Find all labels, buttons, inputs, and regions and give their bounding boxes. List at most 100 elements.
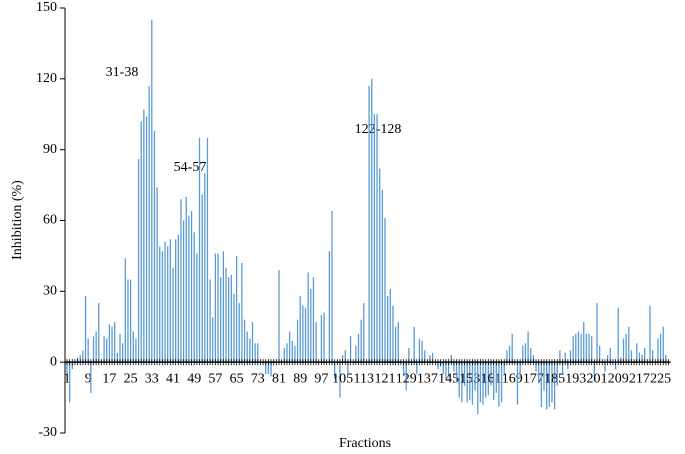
bar: [320, 314, 323, 363]
bar: [371, 78, 373, 363]
bar: [450, 355, 452, 363]
x-tick-label: 121: [375, 371, 396, 386]
y-tick-label: 150: [36, 0, 57, 15]
x-tick-label: 89: [293, 371, 307, 386]
bar: [106, 338, 108, 363]
bar: [193, 232, 195, 363]
x-tick-label: 185: [544, 371, 565, 386]
bar: [151, 19, 153, 363]
bar: [577, 331, 580, 363]
annotation: 122-128: [355, 122, 402, 137]
bar: [302, 305, 304, 363]
bar: [243, 319, 246, 363]
bar: [532, 355, 535, 363]
bar: [628, 326, 630, 363]
bar: [596, 303, 598, 363]
bar: [357, 333, 360, 363]
bar: [389, 288, 391, 363]
bar: [490, 362, 492, 386]
bar: [384, 218, 386, 363]
bar: [283, 348, 285, 363]
bar: [143, 109, 145, 363]
bar: [511, 333, 513, 363]
x-tick-label: 9: [85, 371, 92, 386]
bar: [503, 362, 505, 374]
bar: [90, 362, 92, 393]
x-tick-label: 209: [608, 371, 629, 386]
bar: [190, 211, 193, 363]
bar: [662, 326, 664, 363]
annotation: 31-38: [106, 65, 139, 80]
bar: [392, 305, 394, 363]
bar: [175, 239, 177, 363]
y-tick-label: 90: [43, 142, 57, 157]
bar: [114, 322, 116, 363]
bar: [413, 326, 415, 363]
bar: [609, 348, 611, 363]
bar: [164, 241, 166, 363]
bar: [156, 187, 158, 363]
bar: [447, 362, 450, 377]
bar: [394, 326, 397, 363]
bar: [516, 362, 519, 405]
bar: [445, 362, 447, 379]
bar: [556, 362, 558, 386]
bar: [593, 362, 595, 382]
bar: [291, 340, 293, 363]
bar: [649, 305, 651, 363]
x-axis-title: Fractions: [339, 436, 391, 451]
bar: [241, 263, 243, 363]
bar: [116, 352, 118, 363]
bar: [135, 338, 137, 363]
bar: [212, 317, 214, 363]
bar: [69, 362, 71, 403]
bar: [461, 362, 463, 403]
bar: [538, 362, 540, 384]
bar: [561, 362, 564, 374]
bar: [442, 362, 444, 374]
bar: [363, 303, 365, 363]
bar: [630, 350, 633, 363]
bar: [606, 355, 609, 363]
bar: [299, 296, 301, 363]
bar: [551, 362, 553, 403]
bar: [177, 234, 179, 363]
bar: [246, 331, 248, 363]
bar: [153, 130, 156, 363]
bar: [238, 303, 240, 363]
bar: [323, 312, 325, 363]
bar: [591, 336, 593, 363]
bar: [657, 338, 659, 363]
x-tick-label: 33: [145, 371, 159, 386]
bar: [614, 362, 617, 370]
bar: [278, 270, 280, 363]
bar: [233, 293, 235, 363]
bar: [355, 345, 357, 363]
bar: [159, 246, 161, 363]
bar: [471, 362, 474, 405]
y-tick-label: 30: [43, 284, 57, 299]
bar: [161, 251, 164, 363]
bar: [87, 338, 89, 363]
bar: [307, 272, 309, 363]
x-tick-label: 201: [587, 371, 608, 386]
bar: [188, 215, 190, 363]
bar: [95, 331, 97, 363]
bar: [482, 362, 484, 405]
bar: [474, 362, 476, 391]
x-tick-label: 193: [565, 371, 586, 386]
bar: [559, 350, 561, 363]
bar: [172, 267, 174, 363]
x-tick-label: 225: [650, 371, 671, 386]
bar: [572, 336, 574, 363]
x-tick-label: 129: [396, 371, 417, 386]
bar: [257, 343, 259, 363]
bar: [524, 343, 527, 363]
bar: [103, 336, 105, 363]
bar: [432, 352, 434, 363]
bar: [638, 352, 641, 363]
x-tick-label: 49: [187, 371, 201, 386]
bar: [217, 253, 219, 363]
bar: [119, 333, 121, 363]
bar: [477, 362, 479, 415]
